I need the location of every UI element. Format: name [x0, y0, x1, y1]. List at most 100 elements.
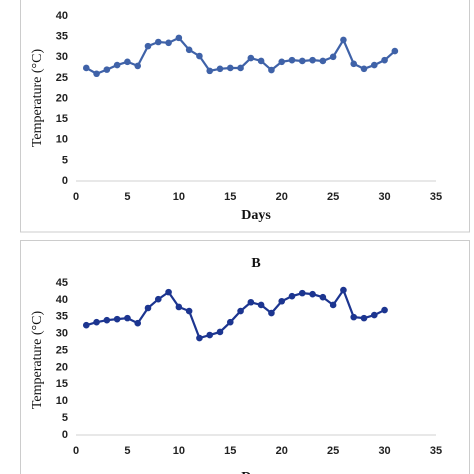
point [257, 57, 265, 65]
y-tick-label: 15 [56, 378, 68, 390]
point [154, 295, 162, 303]
point [309, 290, 316, 298]
x-tick-label: 5 [124, 445, 130, 457]
y-tick-label: 20 [56, 92, 68, 104]
point [134, 319, 142, 327]
point [103, 66, 111, 73]
x-axis-label: Days [241, 208, 271, 223]
point [82, 321, 90, 329]
point [350, 313, 358, 321]
point [82, 64, 90, 72]
point [257, 301, 265, 309]
point [165, 288, 172, 296]
point [340, 36, 347, 44]
point [185, 307, 193, 315]
point [113, 61, 121, 69]
point [144, 42, 152, 50]
point [381, 56, 388, 64]
point [360, 65, 368, 73]
point [165, 39, 172, 47]
point [154, 38, 162, 46]
x-tick-label: 35 [430, 191, 442, 203]
point [93, 318, 100, 326]
point [298, 289, 306, 297]
x-tick-label: 15 [224, 445, 236, 457]
point [298, 57, 306, 65]
point [196, 334, 203, 342]
point [247, 298, 255, 306]
y-tick-label: 0 [62, 429, 68, 441]
point [268, 66, 275, 74]
x-tick-label: 20 [276, 445, 288, 457]
point [185, 46, 193, 54]
y-tick-label: 30 [56, 51, 68, 63]
x-tick-label: 10 [173, 445, 185, 457]
y-tick-label: 10 [56, 395, 68, 407]
point [370, 61, 378, 69]
y-tick-label: 30 [56, 328, 68, 340]
point [206, 67, 214, 75]
point [93, 70, 100, 78]
x-tick-label: 5 [124, 191, 130, 203]
panel-a [20, 0, 470, 233]
x-tick-label: 25 [327, 191, 339, 203]
point [360, 314, 368, 322]
y-tick-label: 20 [56, 361, 68, 373]
point [206, 331, 214, 339]
point [381, 306, 388, 314]
point [340, 286, 347, 294]
x-tick-label: 10 [173, 191, 185, 203]
point [144, 304, 152, 312]
y-tick-label: 40 [56, 10, 68, 22]
point [319, 293, 327, 301]
y-tick-label: 25 [56, 72, 68, 84]
point [309, 56, 316, 64]
point [175, 303, 183, 311]
chart-title: B [251, 256, 260, 271]
x-tick-label: 25 [327, 445, 339, 457]
point [319, 57, 327, 65]
y-tick-label: 40 [56, 294, 68, 306]
y-tick-label: 10 [56, 134, 68, 146]
x-tick-label: 0 [73, 191, 79, 203]
x-tick-label: 35 [430, 445, 442, 457]
x-tick-label: 30 [378, 445, 390, 457]
line [85, 287, 386, 340]
y-tick-label: 5 [62, 154, 68, 166]
y-tick-label: 35 [56, 31, 68, 43]
point [288, 56, 296, 64]
point [124, 314, 131, 322]
y-tick-label: 0 [62, 175, 68, 187]
panel-b [20, 240, 470, 474]
point [329, 301, 337, 309]
x-tick-label: 15 [224, 191, 236, 203]
point [134, 62, 142, 70]
point [350, 60, 358, 68]
y-tick-label: 45 [56, 277, 68, 289]
x-tick-label: 0 [73, 445, 79, 457]
point [226, 318, 234, 326]
y-tick-label: 15 [56, 113, 68, 125]
point [268, 309, 275, 317]
point [391, 47, 399, 55]
point [247, 54, 255, 62]
y-axis-label: Temperature (°C) [30, 311, 45, 410]
point [237, 307, 244, 315]
point [103, 316, 111, 324]
point [113, 315, 121, 323]
point [237, 64, 244, 72]
x-axis-label: Days [241, 470, 271, 474]
point [370, 311, 378, 319]
point [124, 58, 131, 66]
point [216, 65, 224, 73]
y-tick-label: 35 [56, 311, 68, 323]
point [175, 34, 183, 42]
y-axis-label: Temperature (°C) [30, 49, 45, 148]
point [288, 292, 296, 300]
point [216, 328, 224, 336]
point [278, 58, 286, 66]
point [226, 64, 234, 72]
x-tick-label: 20 [276, 191, 288, 203]
x-tick-label: 30 [378, 191, 390, 203]
